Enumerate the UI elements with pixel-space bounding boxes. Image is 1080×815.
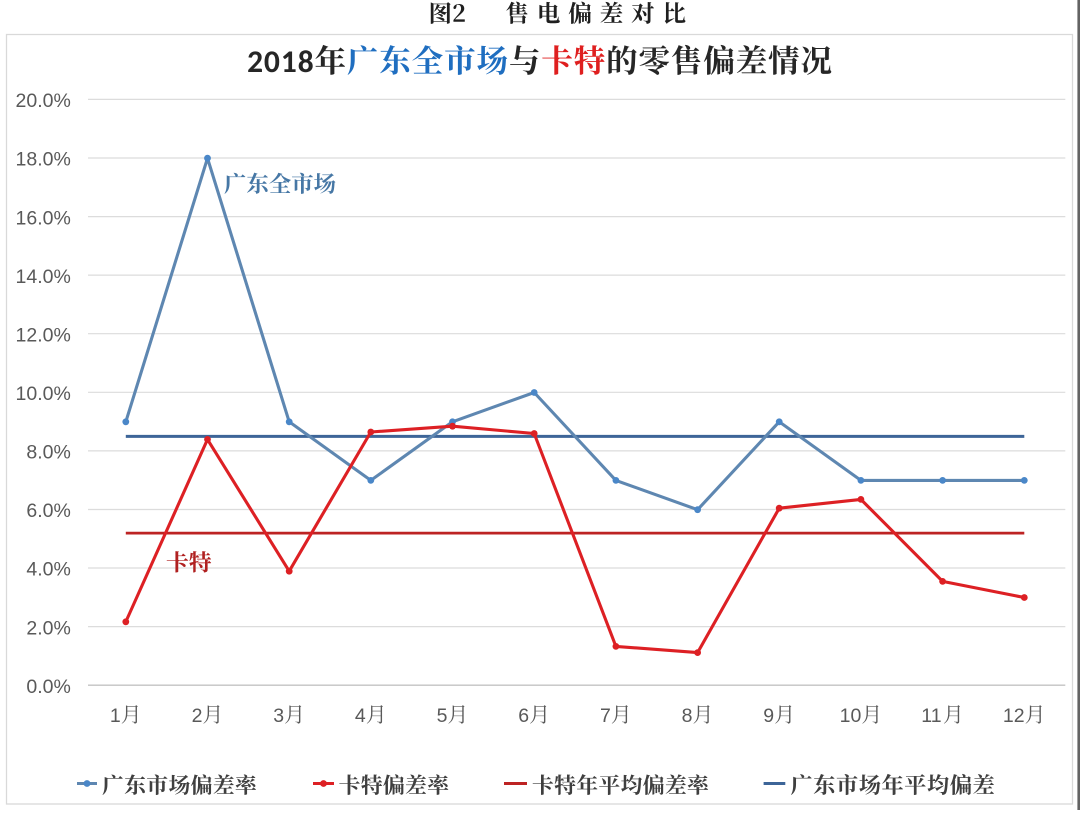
svg-text:1: 1 [110, 705, 121, 727]
svg-text:6.0%: 6.0% [26, 500, 70, 522]
svg-text:2.0%: 2.0% [26, 617, 70, 639]
svg-text:12: 12 [1003, 705, 1025, 727]
svg-text:16.0%: 16.0% [16, 207, 71, 229]
svg-text:3: 3 [273, 705, 284, 727]
svg-text:4.0%: 4.0% [26, 559, 70, 581]
svg-text:6: 6 [518, 705, 529, 727]
svg-text:9: 9 [763, 705, 774, 727]
svg-text:8.0%: 8.0% [26, 442, 70, 464]
svg-text:0.0%: 0.0% [26, 676, 70, 698]
svg-text:18.0%: 18.0% [16, 149, 71, 171]
svg-text:10: 10 [840, 705, 862, 727]
svg-text:11: 11 [921, 705, 941, 727]
svg-text:4: 4 [355, 705, 366, 727]
svg-text:7: 7 [600, 705, 611, 727]
svg-text:8: 8 [682, 705, 693, 727]
svg-text:10.0%: 10.0% [16, 383, 71, 405]
svg-text:2: 2 [192, 705, 203, 727]
svg-text:12.0%: 12.0% [16, 324, 71, 346]
svg-text:14.0%: 14.0% [16, 266, 71, 288]
svg-text:5: 5 [437, 705, 448, 727]
svg-text:20.0%: 20.0% [16, 90, 71, 112]
